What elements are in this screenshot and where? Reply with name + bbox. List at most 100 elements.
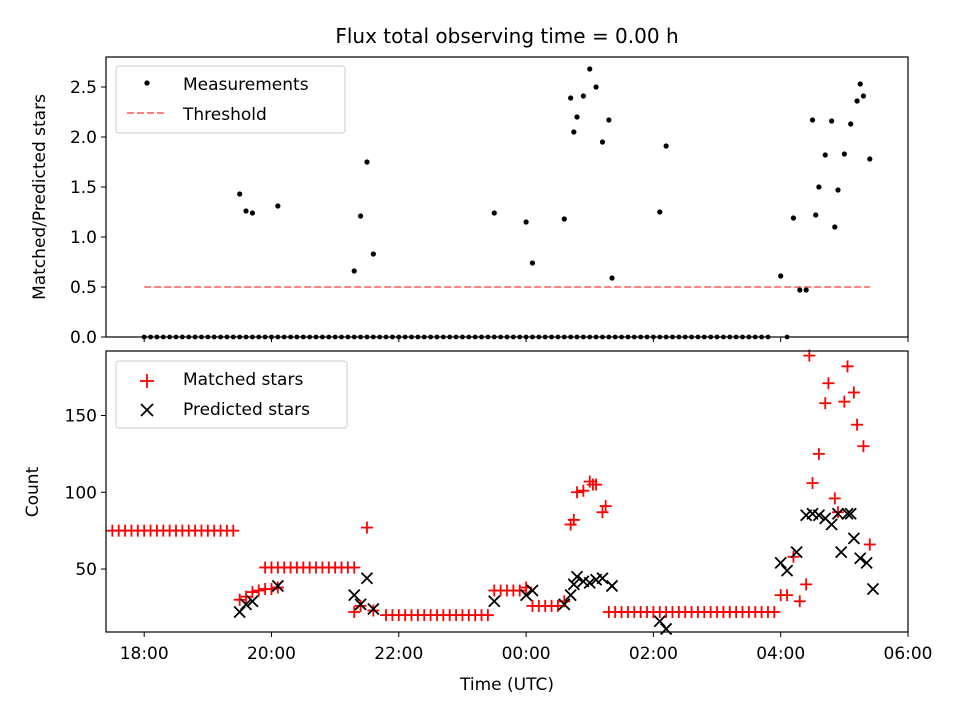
predicted-stars-point bbox=[780, 564, 794, 577]
measurement-point bbox=[832, 224, 838, 230]
measurement-point bbox=[358, 213, 364, 219]
measurement-point bbox=[523, 219, 529, 225]
predicted-stars-point bbox=[239, 598, 253, 611]
matched-stars-point bbox=[360, 521, 373, 534]
measurement-point bbox=[491, 210, 497, 216]
measurement-point bbox=[249, 210, 255, 216]
matched-stars-point bbox=[851, 418, 864, 431]
matched-stars-point bbox=[768, 606, 781, 619]
predicted-stars-point bbox=[246, 595, 259, 608]
bottom-y-axis: 50 100 150 bbox=[65, 406, 106, 580]
predicted-stars-point bbox=[860, 556, 873, 570]
measurement-point bbox=[587, 66, 593, 72]
measurement-point bbox=[580, 93, 586, 99]
matched-stars-point bbox=[571, 486, 584, 499]
measurement-point bbox=[657, 209, 663, 215]
bottom-y-tick-label: 50 bbox=[75, 560, 97, 580]
measurement-point bbox=[867, 156, 873, 162]
matched-stars-point bbox=[831, 506, 844, 519]
measurement-point bbox=[835, 187, 841, 193]
predicted-stars-point bbox=[564, 589, 577, 602]
matched-stars-point bbox=[787, 550, 800, 563]
bottom-plot-marks bbox=[106, 349, 880, 636]
matched-stars-point bbox=[838, 395, 851, 408]
predicted-stars-point bbox=[348, 589, 361, 602]
matched-stars-point bbox=[847, 386, 860, 399]
predicted-stars-point bbox=[519, 589, 533, 602]
bottom-ylabel: Count bbox=[23, 466, 43, 517]
matched-stars-point bbox=[481, 609, 494, 622]
matched-stars-point bbox=[819, 397, 832, 410]
top-y-tick-label: 2.5 bbox=[70, 78, 97, 98]
matched-stars-point bbox=[803, 349, 816, 362]
matched-stars-point bbox=[240, 590, 253, 603]
matched-stars-point bbox=[793, 595, 806, 608]
measurement-point bbox=[275, 203, 281, 209]
measurement-point bbox=[571, 129, 577, 135]
matched-stars-point bbox=[252, 584, 265, 597]
predicted-stars-point bbox=[488, 595, 501, 608]
matched-stars-point bbox=[599, 500, 612, 513]
measurement-point bbox=[848, 121, 854, 127]
predicted-stars-point bbox=[844, 507, 857, 520]
measurement-point bbox=[857, 81, 863, 87]
measurement-point bbox=[606, 117, 612, 123]
matched-stars-point bbox=[513, 584, 526, 597]
measurement-point bbox=[529, 260, 536, 266]
predicted-stars-point bbox=[567, 578, 580, 591]
predicted-stars-point bbox=[790, 546, 803, 559]
bottom-legend: Matched stars Predicted stars bbox=[115, 360, 348, 429]
bottom-x-tick-label: 04:00 bbox=[756, 644, 805, 664]
measurement-point bbox=[841, 151, 847, 157]
bottom-x-tick-label: 18:00 bbox=[120, 644, 169, 664]
legend-matched-label: Matched stars bbox=[183, 370, 303, 390]
matched-stars-point bbox=[828, 492, 841, 505]
matched-stars-point bbox=[348, 561, 361, 574]
measurement-point bbox=[797, 287, 803, 293]
bottom-y-tick-label: 100 bbox=[65, 483, 97, 503]
measurement-point bbox=[816, 184, 822, 190]
measurement-point bbox=[813, 212, 819, 218]
top-legend: Measurements Threshold bbox=[115, 65, 346, 134]
predicted-stars-point bbox=[812, 509, 826, 522]
bottom-y-tick-label: 150 bbox=[65, 406, 97, 426]
predicted-stars-point bbox=[774, 556, 787, 570]
top-y-tick-label: 0.0 bbox=[70, 328, 97, 348]
predicted-stars-point bbox=[831, 507, 845, 520]
measurement-point bbox=[351, 268, 357, 274]
measurement-point bbox=[663, 143, 669, 149]
predicted-stars-point bbox=[653, 615, 666, 628]
bottom-x-tick-label: 06:00 bbox=[884, 644, 933, 664]
measurement-point bbox=[237, 191, 243, 197]
matched-stars-point bbox=[596, 506, 609, 519]
matched-stars-point bbox=[271, 581, 284, 594]
predicted-stars-point bbox=[570, 570, 584, 583]
matched-stars-point bbox=[227, 524, 240, 537]
matched-stars-point bbox=[348, 606, 361, 619]
matched-stars-point bbox=[841, 360, 854, 373]
predicted-stars-point bbox=[354, 598, 367, 611]
measurement-point bbox=[370, 251, 376, 257]
bottom-x-tick-label: 00:00 bbox=[502, 644, 551, 664]
matched-stars-point bbox=[822, 377, 835, 390]
predicted-stars-point bbox=[526, 584, 539, 597]
predicted-stars-point bbox=[835, 546, 848, 559]
top-y-tick-label: 0.5 bbox=[70, 278, 97, 298]
predicted-stars-point bbox=[841, 507, 854, 520]
measurement-point bbox=[568, 95, 574, 101]
matched-stars-point bbox=[567, 513, 580, 526]
measurement-point bbox=[809, 117, 816, 123]
top-y-tick-label: 1.5 bbox=[70, 178, 97, 198]
measurement-point bbox=[561, 216, 567, 222]
legend-matched-marker bbox=[140, 374, 154, 388]
predicted-stars-point bbox=[583, 576, 596, 589]
predicted-stars-point bbox=[233, 605, 246, 619]
measurement-point bbox=[790, 215, 797, 221]
top-y-axis: 0.0 0.5 1.0 1.5 2.0 2.5 bbox=[70, 78, 106, 348]
predicted-stars-point bbox=[605, 579, 619, 593]
matched-stars-point bbox=[233, 593, 246, 606]
legend-measurements-marker bbox=[144, 80, 150, 86]
legend-threshold-label: Threshold bbox=[182, 105, 267, 125]
measurement-point bbox=[243, 208, 249, 214]
